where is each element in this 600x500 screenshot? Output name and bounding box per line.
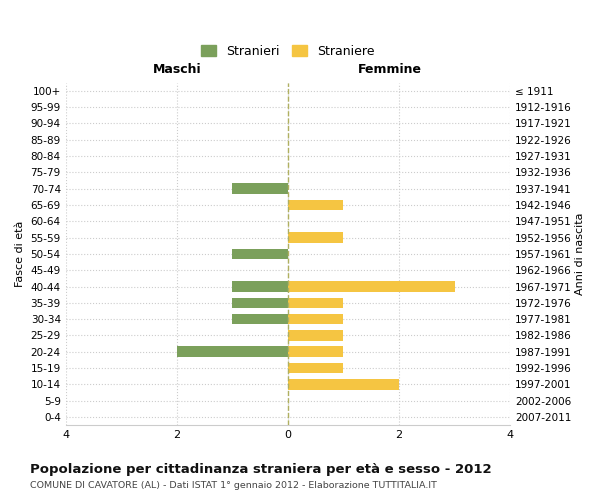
Bar <box>288 346 343 357</box>
Bar <box>288 330 343 340</box>
Bar <box>288 200 343 210</box>
Text: Maschi: Maschi <box>152 63 201 76</box>
Bar <box>232 298 288 308</box>
Y-axis label: Fasce di età: Fasce di età <box>15 220 25 287</box>
Bar <box>232 184 288 194</box>
Bar <box>288 298 343 308</box>
Text: COMUNE DI CAVATORE (AL) - Dati ISTAT 1° gennaio 2012 - Elaborazione TUTTITALIA.I: COMUNE DI CAVATORE (AL) - Dati ISTAT 1° … <box>30 481 437 490</box>
Y-axis label: Anni di nascita: Anni di nascita <box>575 212 585 295</box>
Legend: Stranieri, Straniere: Stranieri, Straniere <box>197 41 379 62</box>
Bar <box>232 314 288 324</box>
Bar <box>288 314 343 324</box>
Bar <box>288 379 399 390</box>
Bar <box>288 363 343 374</box>
Text: Popolazione per cittadinanza straniera per età e sesso - 2012: Popolazione per cittadinanza straniera p… <box>30 462 491 475</box>
Text: Femmine: Femmine <box>358 63 422 76</box>
Bar <box>288 232 343 243</box>
Bar <box>232 248 288 259</box>
Bar <box>232 281 288 292</box>
Bar <box>288 281 455 292</box>
Bar <box>177 346 288 357</box>
